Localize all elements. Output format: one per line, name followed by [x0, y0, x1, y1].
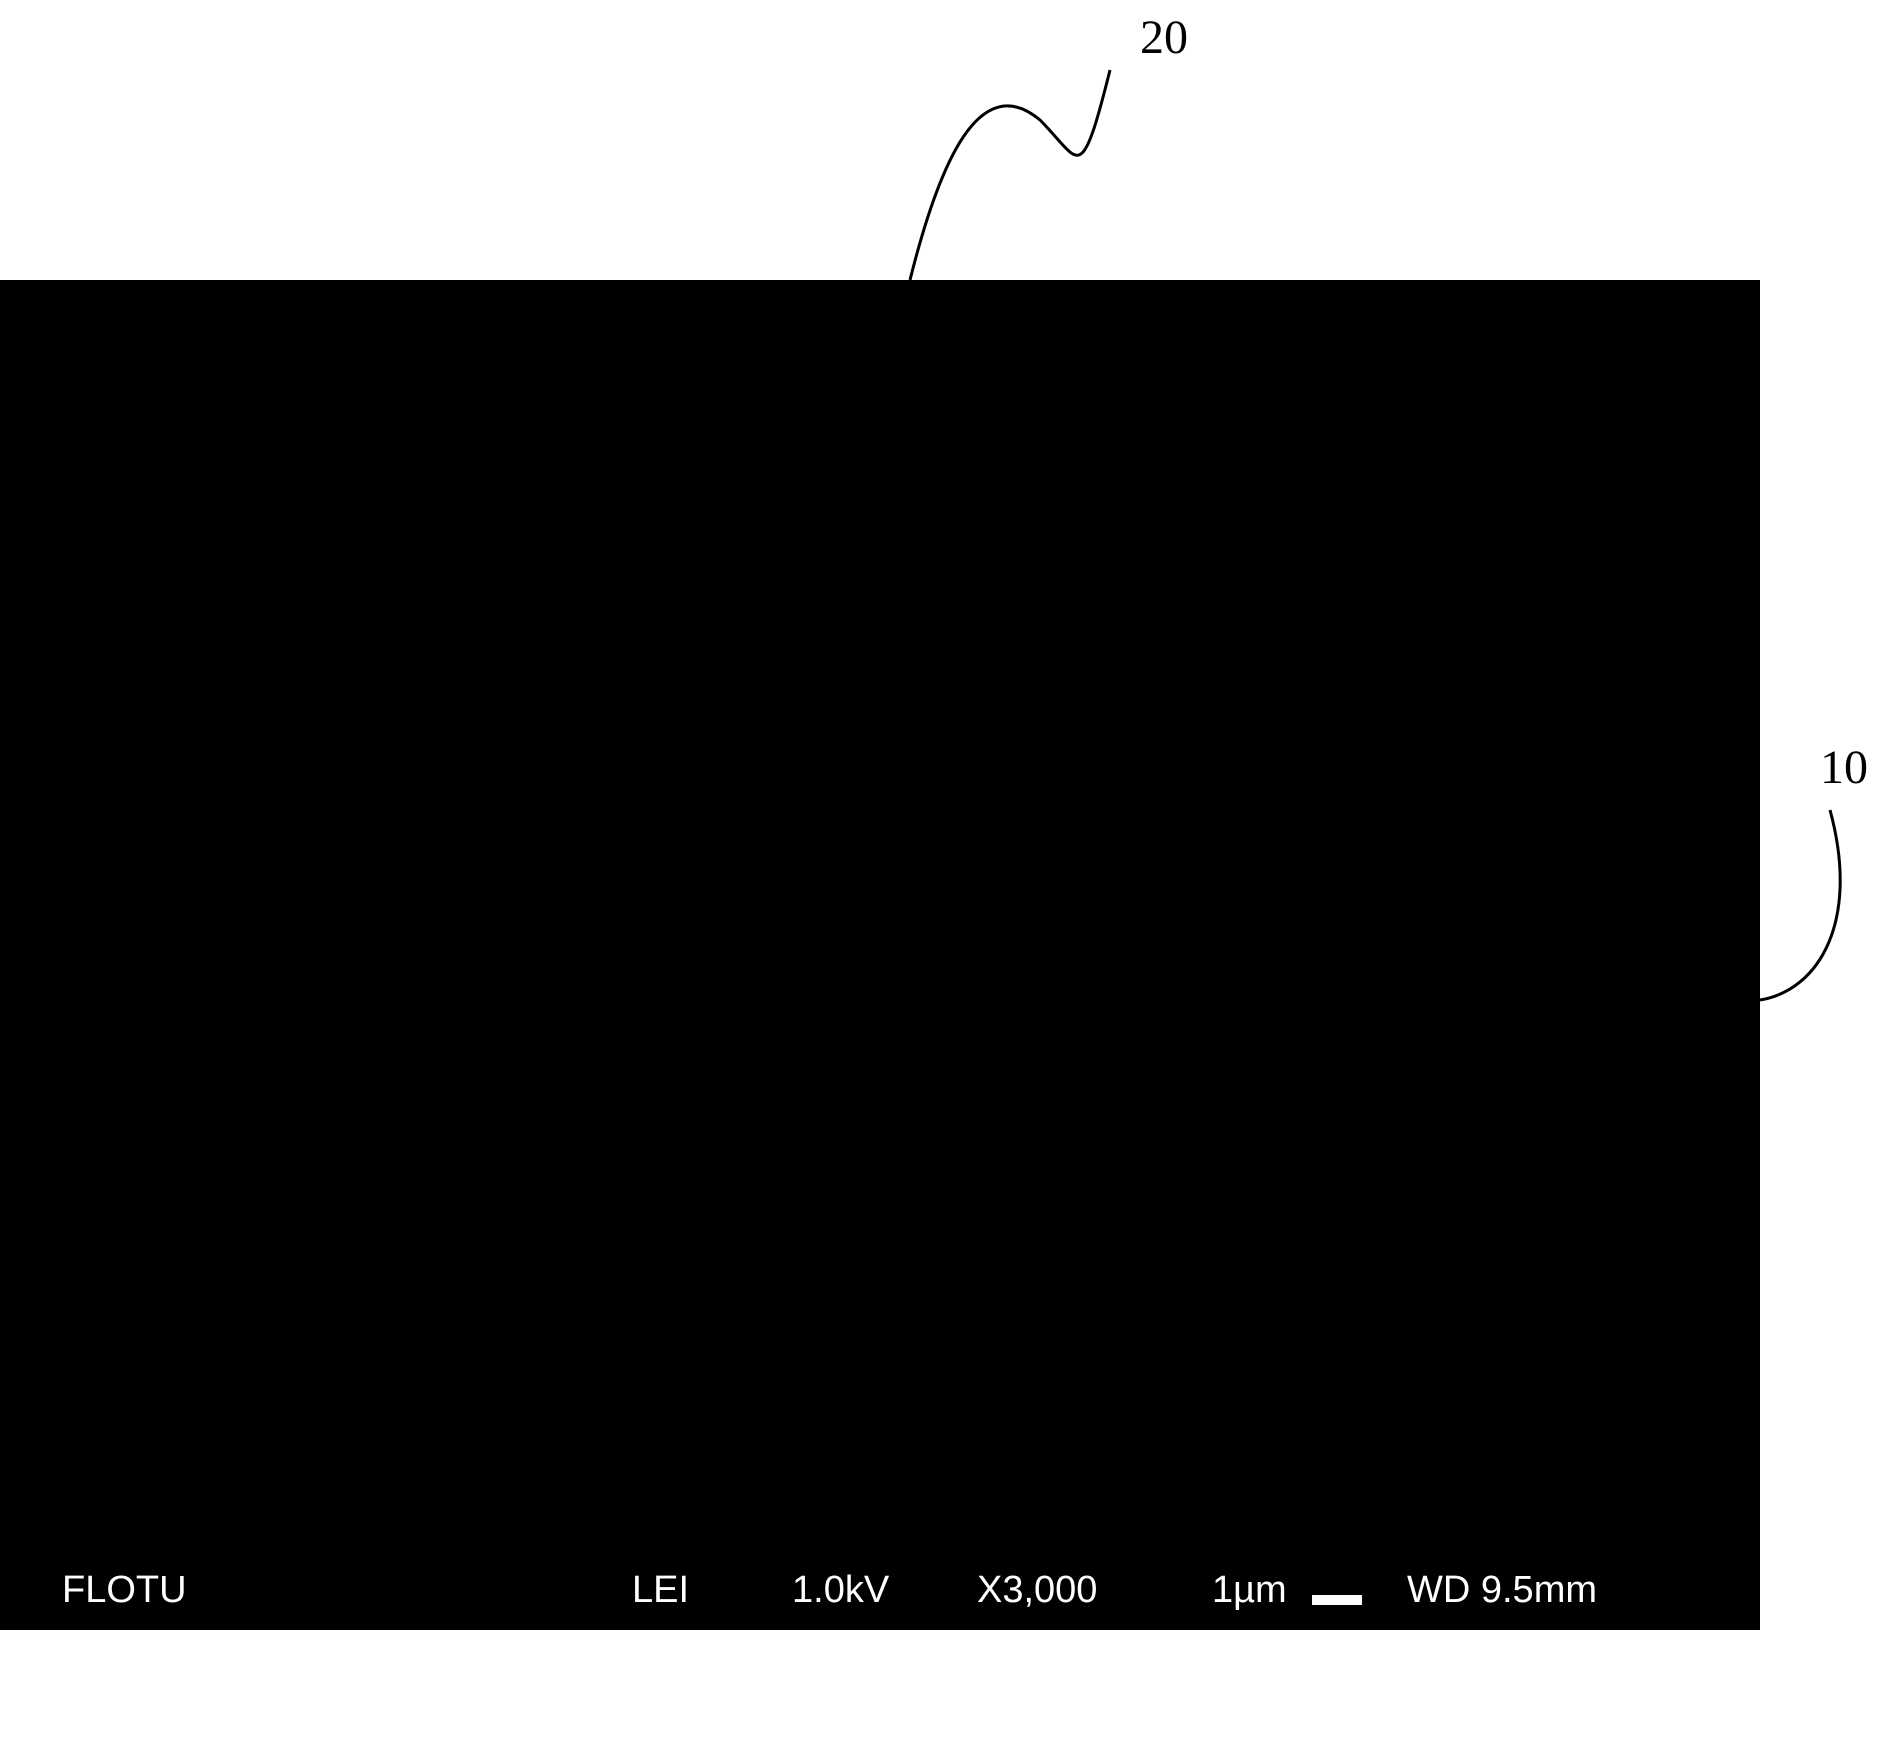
callout-line-20	[910, 70, 1110, 280]
callout-line-10	[1760, 810, 1840, 1000]
figure-stage: FLOTU LEI 1.0kV X3,000 1µm WD 9.5mm 20 1…	[0, 0, 1891, 1744]
callout-label-10: 10	[1820, 740, 1868, 795]
callout-label-20: 20	[1140, 10, 1188, 65]
callout-lines	[0, 0, 1891, 1744]
